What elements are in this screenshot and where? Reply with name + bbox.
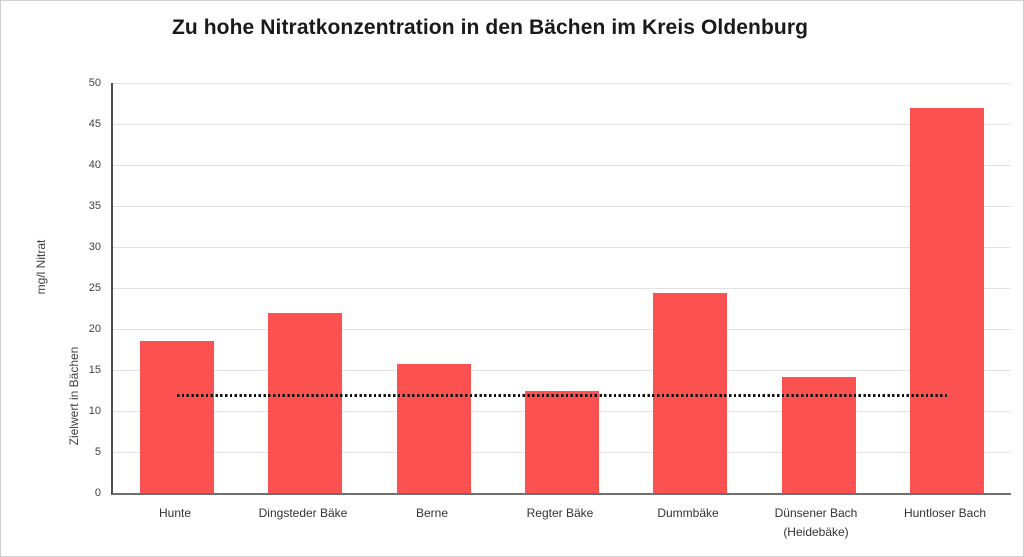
bar-huntloser-bach: [910, 108, 984, 493]
gridline: [113, 206, 1011, 207]
x-category-label: Dünsener Bach (Heidebäke): [774, 506, 858, 539]
x-category-label: Berne: [415, 506, 449, 520]
bar-regter-b-ke: [525, 391, 599, 493]
y-tick-label: 30: [88, 241, 101, 253]
x-category-label: Hunte: [158, 506, 192, 520]
x-category-label: Dummbäke: [657, 506, 719, 520]
y-tick-label: 0: [94, 487, 101, 499]
bar-berne: [397, 364, 471, 493]
gridline: [113, 165, 1011, 166]
gridline: [113, 83, 1011, 84]
x-category-label: Dingsteder Bäke: [258, 506, 348, 520]
bar-dingsteder-b-ke: [268, 313, 342, 493]
bar-dummb-ke: [653, 293, 727, 493]
bar-hunte: [140, 341, 214, 493]
chart-title: Zu hohe Nitratkonzentration in den Bäche…: [171, 16, 809, 39]
x-category-label: Huntloser Bach: [903, 506, 987, 520]
y-axis-unit-label: mg/l Nitrat: [34, 239, 48, 295]
y-tick-label: 35: [88, 200, 101, 212]
target-line-label: Zielwert in Bächen: [67, 346, 81, 446]
target-value-dotted-line: [177, 393, 947, 397]
gridline: [113, 370, 1011, 371]
y-tick-label: 20: [88, 323, 101, 335]
gridline: [113, 124, 1011, 125]
y-tick-label: 10: [88, 405, 101, 417]
y-tick-label: 15: [88, 364, 101, 376]
gridline: [113, 247, 1011, 248]
gridline: [113, 329, 1011, 330]
x-category-label: Regter Bäke: [526, 506, 594, 520]
y-tick-label: 5: [94, 446, 101, 458]
plot-area: [111, 83, 1011, 495]
gridline: [113, 288, 1011, 289]
y-tick-label: 25: [88, 282, 101, 294]
y-tick-label: 45: [88, 118, 101, 130]
y-tick-label: 40: [88, 159, 101, 171]
y-tick-label: 50: [88, 77, 101, 89]
